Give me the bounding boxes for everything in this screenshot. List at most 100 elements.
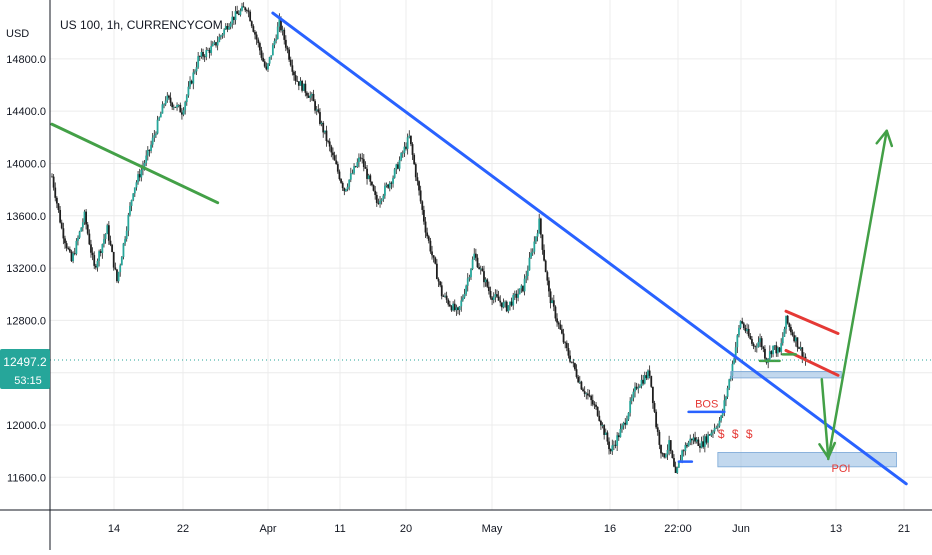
candle-body [194, 71, 196, 73]
candle-body [148, 149, 151, 151]
candle-body [239, 10, 242, 15]
candle-body [90, 244, 92, 253]
candle-body [153, 135, 156, 138]
candle-body [754, 346, 757, 348]
candle-body [444, 295, 446, 297]
candle-body [387, 184, 390, 188]
candle-body [410, 135, 412, 145]
candle-body [445, 295, 448, 300]
y-tick-label: 14400.0 [6, 106, 46, 118]
candle-body [703, 436, 706, 447]
candle-body [257, 39, 260, 44]
candle-body [629, 400, 632, 413]
candle-body [177, 104, 180, 106]
candle-body [504, 301, 506, 303]
candle-body [351, 173, 354, 175]
candle-body [791, 332, 794, 336]
candle-body [117, 272, 120, 282]
candle-body [68, 249, 71, 252]
candle-body [122, 243, 125, 258]
candle-body [734, 347, 737, 359]
candle-body [512, 295, 515, 306]
candle-body [369, 175, 372, 182]
candle-body [764, 348, 766, 359]
candle-body [476, 257, 479, 268]
candle-body [86, 224, 89, 234]
candle-body [757, 342, 760, 347]
candle-body [707, 434, 709, 443]
candle-body [210, 46, 213, 53]
candle-body [497, 296, 500, 301]
zones [717, 370, 897, 468]
candle-body [140, 170, 143, 178]
candle-body [590, 395, 593, 401]
price-badge-box [0, 349, 50, 389]
candle-body [288, 49, 291, 60]
candle-body [481, 268, 484, 272]
candle-body [151, 137, 154, 145]
candle-body [348, 179, 351, 187]
candle-body [466, 278, 469, 286]
candle-body [247, 10, 250, 12]
y-tick-label: 11600.0 [7, 472, 46, 484]
candle-body [273, 40, 276, 46]
candle-body [109, 240, 112, 245]
candle-body [582, 389, 584, 392]
candle-body [632, 391, 635, 399]
candle-body [746, 328, 748, 332]
candle-body [790, 327, 792, 333]
candle-body [674, 466, 677, 474]
candle-body [107, 225, 110, 241]
candle-body [640, 379, 643, 387]
candle-body [70, 251, 73, 262]
candle-body [345, 189, 347, 192]
candle-body [499, 300, 502, 303]
candle-body [309, 95, 312, 98]
candle-body [172, 106, 175, 108]
candle-body [738, 327, 740, 336]
candle-body [85, 211, 88, 225]
x-tick-label: 20 [400, 523, 412, 535]
candle-body [156, 119, 159, 134]
candle-body [130, 200, 133, 206]
candle-body [799, 347, 802, 349]
candle-body [398, 160, 401, 169]
candle-body [447, 299, 450, 305]
candle-body [731, 363, 734, 376]
candle-body [125, 230, 128, 239]
candle-body [429, 240, 432, 252]
candle-body [531, 251, 534, 253]
candle-body [299, 80, 302, 86]
candle-body [448, 304, 451, 307]
candle-body [83, 211, 86, 223]
candle-body [418, 181, 420, 191]
candle-body [686, 444, 688, 447]
candle-body [234, 11, 237, 21]
candle-body [296, 80, 299, 82]
price-badge-countdown: 53:15 [14, 375, 42, 387]
candle-body [637, 387, 640, 389]
candle-body [198, 56, 201, 57]
candle-body [314, 101, 316, 111]
candle-body [596, 406, 599, 416]
candle-body [96, 260, 99, 268]
candle-body [773, 345, 776, 347]
candle-body [643, 375, 646, 384]
candle-body [580, 381, 583, 390]
candle-body [161, 104, 164, 114]
candle-body [255, 34, 258, 40]
candle-body [94, 265, 97, 268]
candle-body [124, 238, 126, 244]
candle-body [624, 422, 627, 425]
candle-body [551, 300, 554, 304]
candle-body [346, 186, 349, 190]
candle-body [51, 176, 53, 178]
candle-body [536, 233, 539, 237]
candle-body [231, 16, 234, 24]
candle-body [583, 391, 586, 394]
candle-body [673, 458, 675, 467]
candle-body [293, 71, 295, 76]
candle-body [778, 347, 781, 352]
candle-body [385, 184, 388, 186]
